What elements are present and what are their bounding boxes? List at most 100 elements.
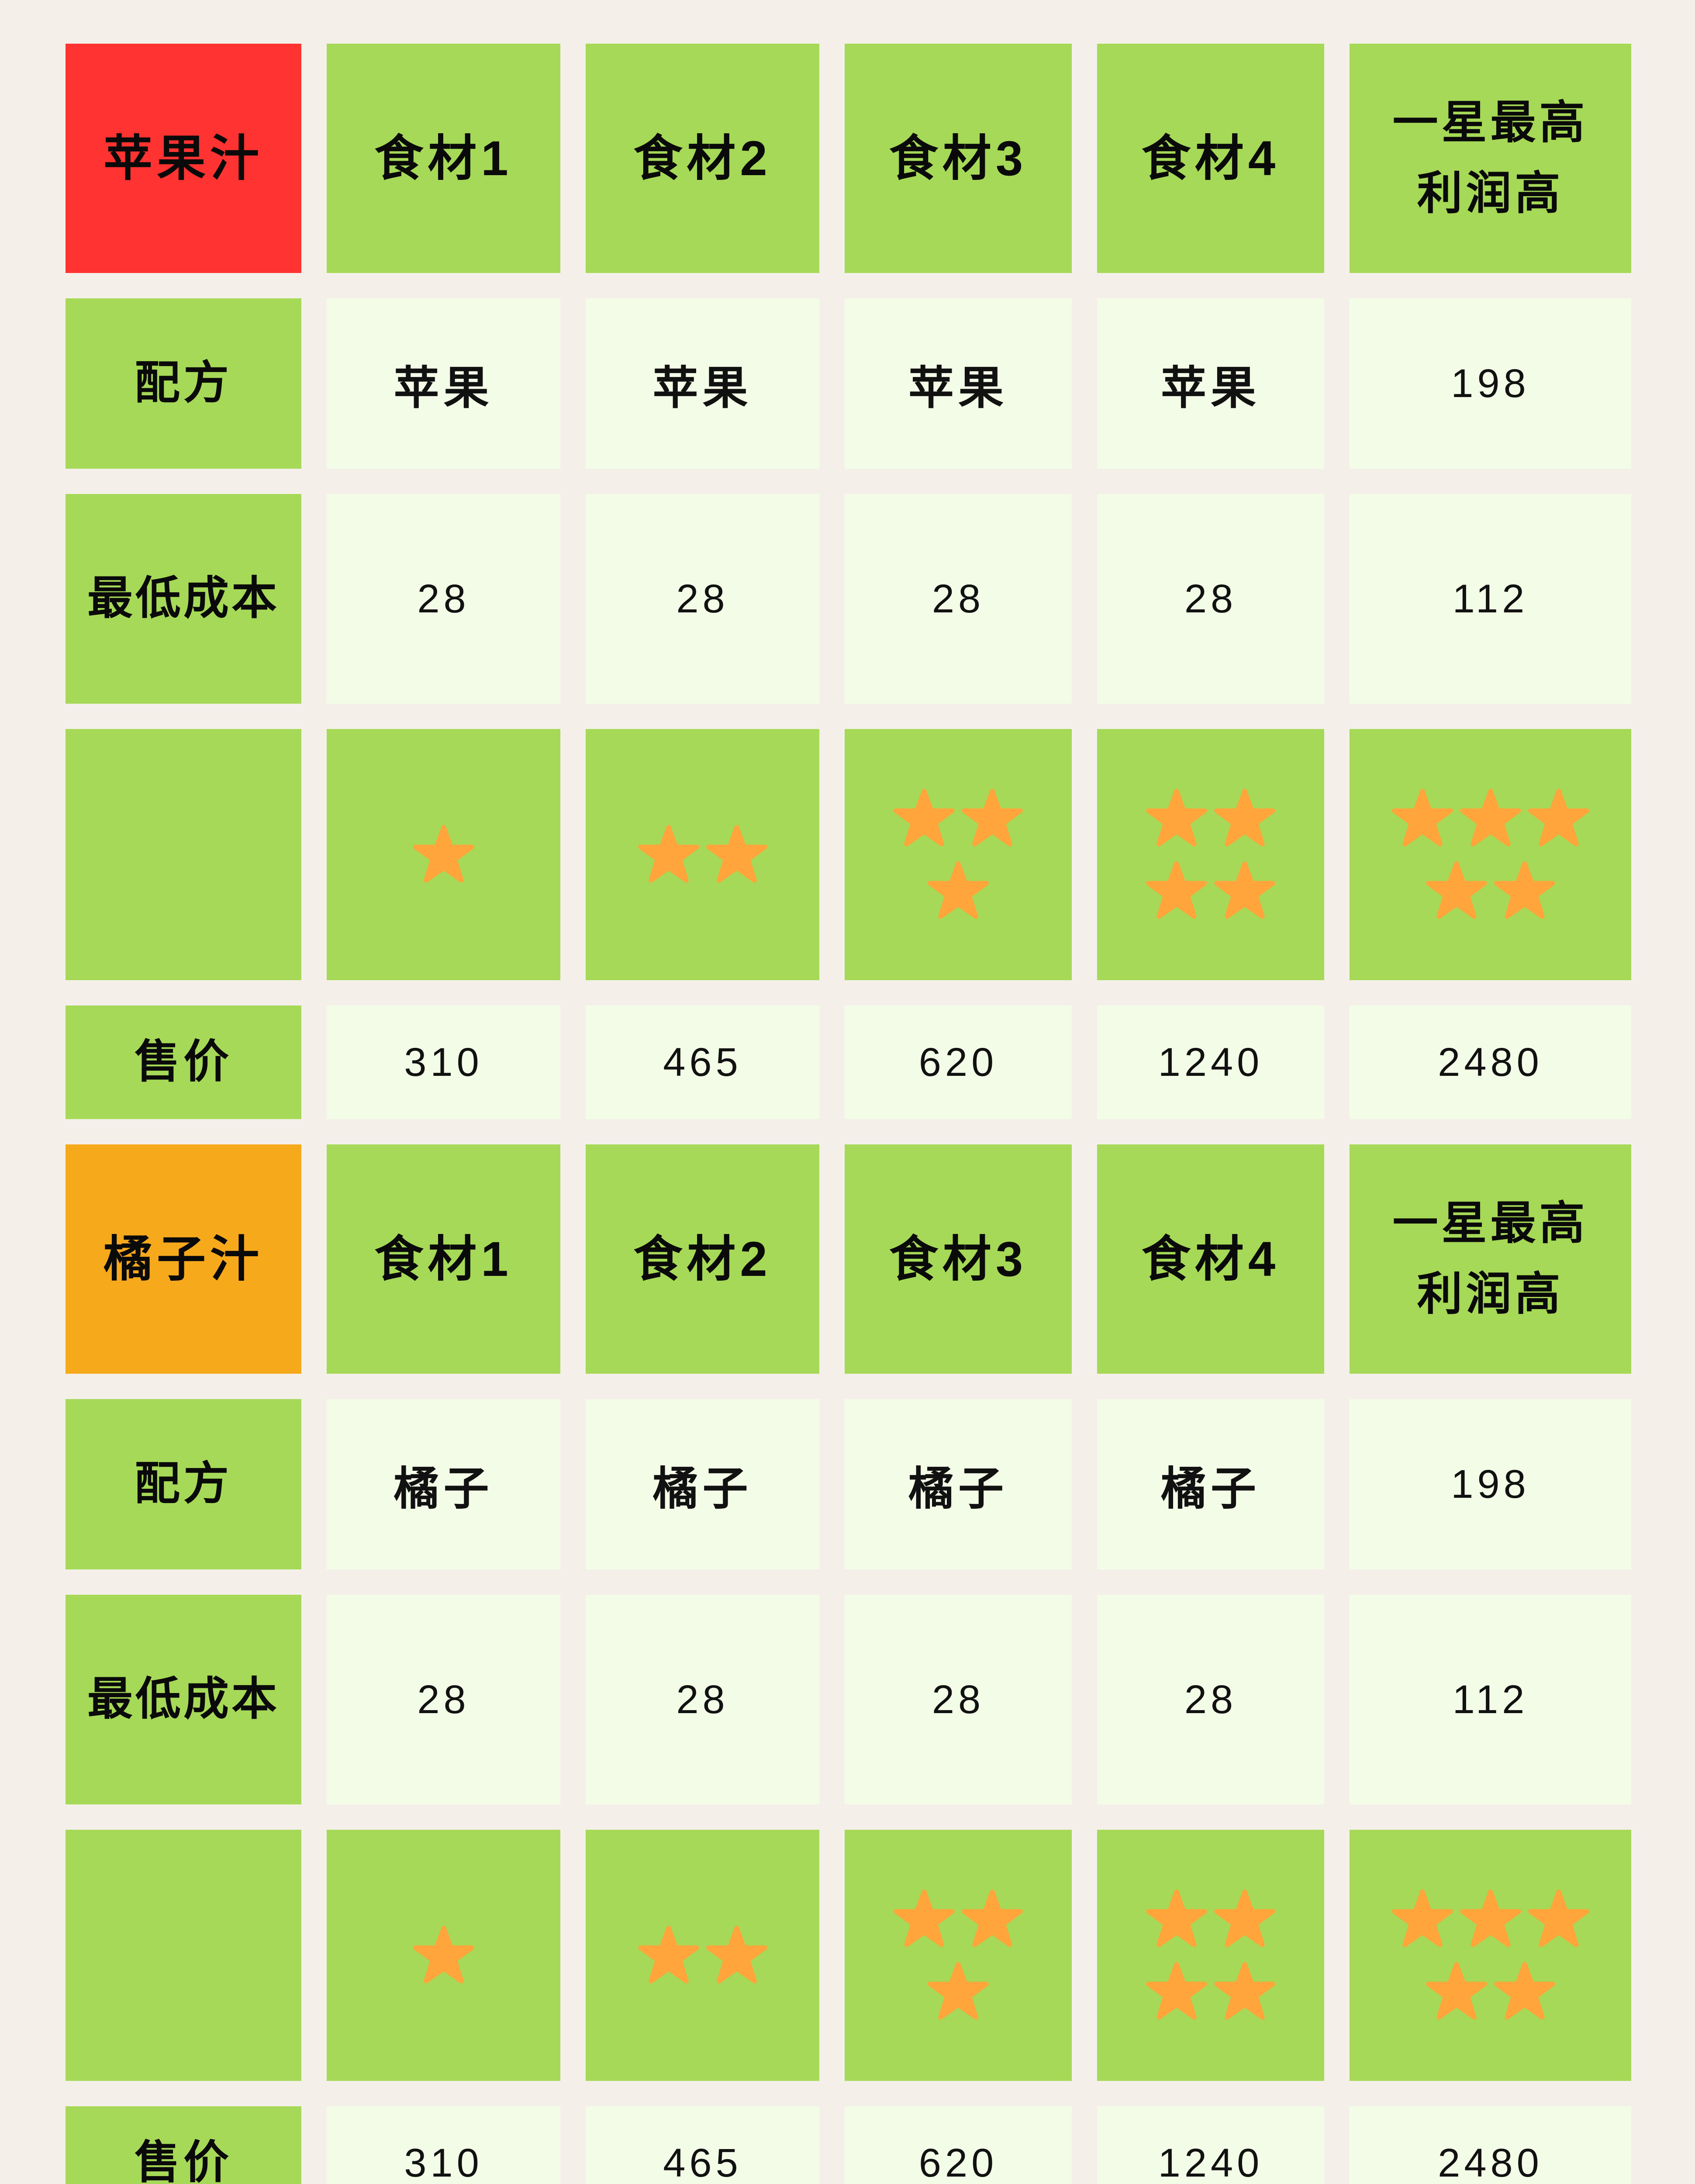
star-row [891,786,1025,851]
value-text: 198 [1451,361,1530,406]
value-text: 28 [1184,1677,1237,1722]
value-cell-ingredient-3: 苹果 [845,298,1072,469]
star-rating [586,1923,819,1988]
value-cell-ingredient-2: 465 [586,1006,819,1119]
star-icon [891,1887,957,1952]
star-row [1144,1887,1277,1952]
value-text: 465 [663,1040,742,1085]
value-cell-best-profit: 112 [1350,1595,1631,1804]
value-text: 28 [676,1677,729,1722]
row-label: 售价 [134,1037,232,1088]
star-icon [1144,1959,1209,2025]
column-header-label: 食材4 [1141,131,1280,186]
best-profit-line2: 利润高 [1417,1268,1564,1320]
column-header-label: 食材4 [1141,1231,1280,1286]
star-icon [925,858,991,924]
column-header-label: 食材1 [374,1231,513,1286]
value-text: 苹果 [1160,363,1260,414]
star-icon [411,1923,476,1988]
star-row [1424,1959,1557,2025]
value-text: 112 [1452,576,1529,621]
value-cell-ingredient-4: 苹果 [1097,298,1324,469]
row-label-cell [66,729,301,980]
star-icon [704,822,770,888]
value-text: 2480 [1438,1040,1543,1085]
row-label-cell: 配方 [66,1399,301,1569]
star-icon [891,786,957,851]
star-row [925,1959,991,2025]
value-cell-ingredient-2: 苹果 [586,298,819,469]
row-label: 最低成本 [87,1674,280,1725]
value-cell-best-profit: 2480 [1350,1006,1631,1119]
value-text: 橘子 [908,1463,1008,1514]
value-text: 620 [918,1040,998,1085]
star-rating [327,822,560,888]
star-rating [1097,1887,1324,2025]
column-header-ingredient-2: 食材2 [586,1144,819,1374]
value-text: 310 [404,1040,483,1085]
star-row [411,1923,476,1988]
star-rating [845,1887,1072,2025]
best-profit-line1: 一星最高 [1392,1198,1588,1249]
star-cell-best-profit [1350,729,1631,980]
column-header-ingredient-1: 食材1 [327,1144,560,1374]
row-label: 配方 [134,1458,232,1510]
star-rating [1350,1887,1631,2025]
column-header-ingredient-4: 食材4 [1097,44,1324,273]
star-icon [960,1887,1025,1952]
value-cell-ingredient-4: 28 [1097,494,1324,704]
value-cell-ingredient-4: 橘子 [1097,1399,1324,1569]
row-label: 配方 [134,358,232,409]
star-row [636,822,770,888]
value-text: 2480 [1438,2140,1543,2184]
value-text: 112 [1452,1677,1529,1722]
recipe-grid: 苹果汁 食材1 食材2 食材3 食材4 一星最高 利润高 配方 苹果 苹果 苹果 苹果 198 最低成本 2… [66,44,1631,2184]
value-cell-ingredient-2: 465 [586,2106,819,2184]
value-cell-best-profit: 198 [1350,298,1631,469]
value-text: 310 [404,2140,483,2184]
star-row [1390,786,1591,851]
product-title: 橘子汁 [104,1231,263,1286]
value-cell-ingredient-2: 橘子 [586,1399,819,1569]
star-icon [1144,786,1209,851]
star-icon [1212,858,1277,924]
value-cell-ingredient-2: 28 [586,1595,819,1804]
star-rating [1097,786,1324,924]
value-cell-ingredient-1: 苹果 [327,298,560,469]
value-cell-ingredient-1: 橘子 [327,1399,560,1569]
value-cell-ingredient-3: 620 [845,1006,1072,1119]
star-icon [1458,786,1523,851]
value-text: 465 [663,2140,742,2184]
row-label-cell: 最低成本 [66,494,301,704]
value-text: 苹果 [908,363,1008,414]
value-cell-ingredient-3: 620 [845,2106,1072,2184]
value-text: 28 [932,576,985,621]
value-text: 28 [932,1677,985,1722]
star-icon [1144,858,1209,924]
star-cell-ingredient-4 [1097,729,1324,980]
star-cell-ingredient-2 [586,729,819,980]
star-icon [704,1923,770,1988]
star-icon [1390,1887,1455,1952]
star-icon [1212,1887,1277,1952]
value-cell-best-profit: 112 [1350,494,1631,704]
value-text: 198 [1451,1462,1530,1507]
star-icon [1526,1887,1591,1952]
row-label-cell: 售价 [66,1006,301,1119]
column-header-ingredient-3: 食材3 [845,44,1072,273]
value-cell-ingredient-1: 310 [327,2106,560,2184]
star-icon [1424,858,1489,924]
column-header-label: 食材2 [633,1231,772,1286]
column-header-best-profit: 一星最高 利润高 [1350,1144,1631,1374]
star-row [925,858,991,924]
column-header-label: 食材3 [889,1231,1028,1286]
star-icon [1212,1959,1277,2025]
star-cell-ingredient-1 [327,729,560,980]
star-row [1144,1959,1277,2025]
star-rating [1350,786,1631,924]
value-cell-ingredient-3: 28 [845,1595,1072,1804]
star-icon [1526,786,1591,851]
column-header-best-profit: 一星最高 利润高 [1350,44,1631,273]
star-icon [1458,1887,1523,1952]
